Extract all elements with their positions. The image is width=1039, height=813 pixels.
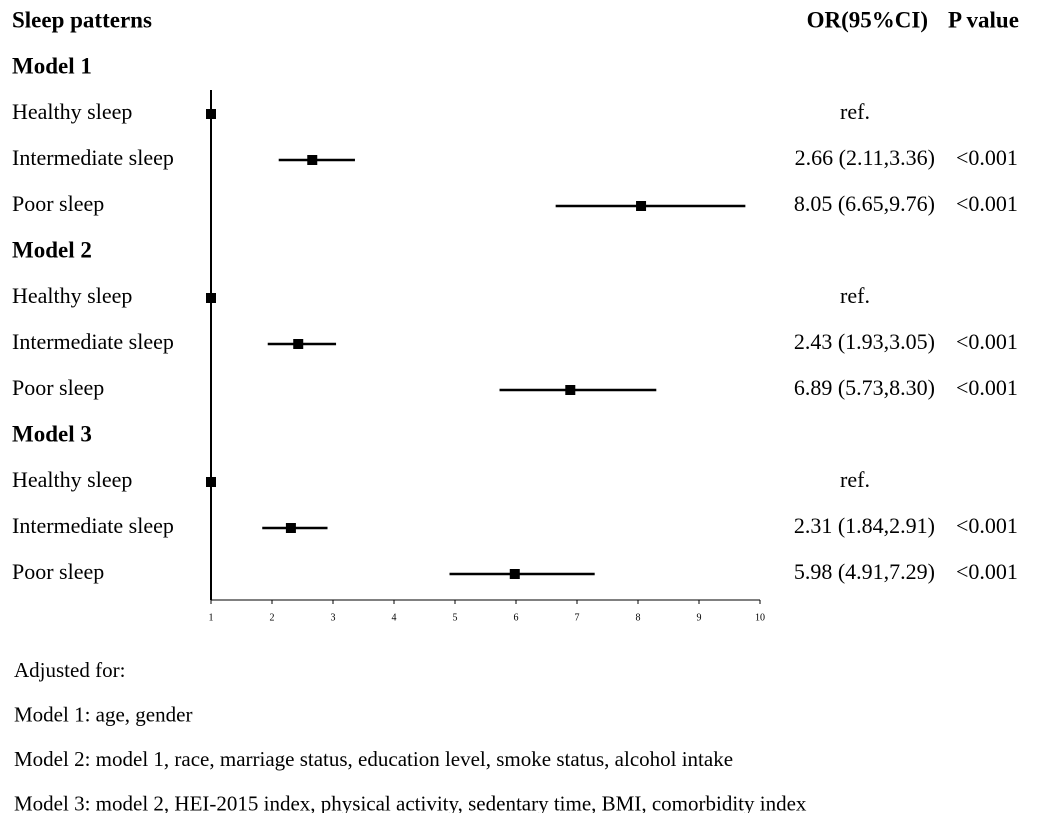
x-tick-label: 4	[392, 612, 397, 623]
estimate-label: 2.66 (2.11,3.36)	[795, 145, 935, 170]
p-value: <0.001	[956, 329, 1018, 354]
point	[285, 523, 296, 533]
row-label: Poor sleep	[12, 191, 104, 216]
x-tick-label: 3	[331, 612, 336, 623]
p-header: P value	[948, 7, 1019, 32]
p-value: <0.001	[956, 513, 1018, 538]
point	[307, 155, 318, 165]
footnote: Adjusted for:	[14, 658, 125, 682]
point	[293, 339, 304, 349]
p-value: <0.001	[956, 191, 1018, 216]
point	[636, 201, 647, 211]
header: Sleep patterns	[12, 7, 152, 32]
x-tick-label: 8	[636, 612, 641, 623]
row-label: Healthy sleep	[12, 467, 132, 492]
footnote: Model 3: model 2, HEI-2015 index, physic…	[14, 791, 807, 813]
x-tick-label: 5	[453, 612, 458, 623]
x-tick-label: 7	[575, 612, 580, 623]
row-label: Healthy sleep	[12, 99, 132, 124]
p-value: <0.001	[956, 559, 1018, 584]
p-value: <0.001	[956, 375, 1018, 400]
group-label: Model 1	[12, 53, 92, 78]
estimate-label: 2.43 (1.93,3.05)	[794, 329, 935, 354]
row-label: Intermediate sleep	[12, 513, 174, 538]
estimate-label: 8.05 (6.65,9.76)	[794, 191, 935, 216]
x-tick-label: 9	[697, 612, 702, 623]
x-tick-label: 2	[270, 612, 275, 623]
row-label: Healthy sleep	[12, 283, 132, 308]
row-label: Poor sleep	[12, 375, 104, 400]
p-value: <0.001	[956, 145, 1018, 170]
point	[565, 385, 576, 395]
estimate-label: ref.	[840, 283, 870, 308]
x-tick-label: 1	[209, 612, 214, 623]
row-label: Intermediate sleep	[12, 145, 174, 170]
estimate-header: OR(95%CI)	[807, 7, 928, 32]
x-tick-label: 6	[514, 612, 519, 623]
estimate-label: ref.	[840, 99, 870, 124]
estimate-label: 6.89 (5.73,8.30)	[794, 375, 935, 400]
footnote: Model 1: age, gender	[14, 702, 192, 726]
group-label: Model 3	[12, 421, 92, 446]
row-label: Intermediate sleep	[12, 329, 174, 354]
point	[509, 569, 520, 579]
group-label: Model 2	[12, 237, 92, 262]
x-tick-label: 10	[755, 612, 765, 623]
footnote: Model 2: model 1, race, marriage status,…	[14, 747, 733, 771]
row-label: Poor sleep	[12, 559, 104, 584]
estimate-label: ref.	[840, 467, 870, 492]
estimate-label: 2.31 (1.84,2.91)	[794, 513, 935, 538]
estimate-label: 5.98 (4.91,7.29)	[794, 559, 935, 584]
